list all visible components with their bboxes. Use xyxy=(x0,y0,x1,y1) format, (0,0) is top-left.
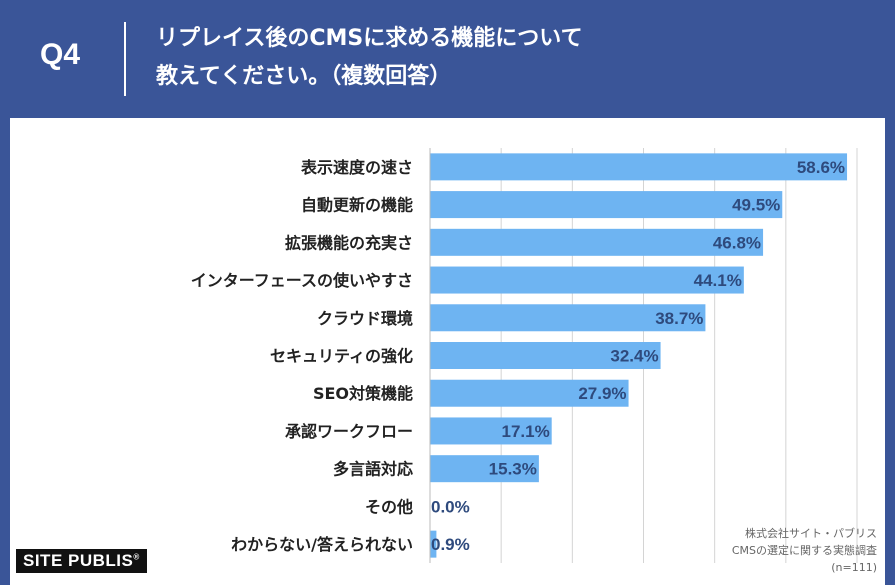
data-label: 15.3% xyxy=(489,460,537,479)
category-label: 多言語対応 xyxy=(333,460,413,479)
bar xyxy=(430,228,764,256)
data-label: 17.1% xyxy=(501,422,549,441)
category-label: その他 xyxy=(365,497,413,516)
data-label: 49.5% xyxy=(732,196,780,215)
bar xyxy=(430,530,437,558)
source-company: 株式会社サイト・パブリス xyxy=(745,527,877,540)
data-label: 32.4% xyxy=(610,347,658,366)
header-banner: Q4 リプレイス後のCMSに求める機能について 教えてください。（複数回答） xyxy=(0,0,895,118)
header-divider xyxy=(124,22,126,96)
bar xyxy=(430,153,848,181)
bar xyxy=(430,379,629,407)
category-label: 拡張機能の充実さ xyxy=(285,233,413,252)
bar xyxy=(430,455,539,483)
site-publis-logo: SITE PUBLIS® xyxy=(16,549,147,573)
category-label: 自動更新の機能 xyxy=(301,196,413,215)
data-label: 46.8% xyxy=(713,233,761,252)
question-title: リプレイス後のCMSに求める機能について 教えてください。（複数回答） xyxy=(156,20,856,96)
category-label: SEO対策機能 xyxy=(313,384,413,403)
source-survey: CMSの選定に関する実態調査 xyxy=(731,544,877,557)
category-label: 承認ワークフロー xyxy=(285,422,413,441)
bar xyxy=(430,266,744,294)
bar xyxy=(430,342,661,369)
category-label: 表示速度の速さ xyxy=(300,158,413,177)
bar xyxy=(430,191,783,219)
source-sample-size: (n=111) xyxy=(831,561,877,574)
bar xyxy=(430,304,706,332)
logo-registered-mark: ® xyxy=(133,552,140,562)
category-label: わからない/答えられない xyxy=(231,535,413,554)
data-label: 44.1% xyxy=(694,271,742,290)
data-label: 27.9% xyxy=(578,384,626,403)
data-label: 0.9% xyxy=(431,535,470,554)
data-label: 58.6% xyxy=(797,158,845,177)
question-title-line2: 教えてください。（複数回答） xyxy=(156,64,452,89)
data-label: 0.0% xyxy=(431,497,470,516)
source-note: 株式会社サイト・パブリス CMSの選定に関する実態調査 (n=111) xyxy=(732,525,877,576)
question-label: Q4 xyxy=(40,38,81,71)
category-label: クラウド環境 xyxy=(317,309,413,328)
logo-text: SITE PUBLIS xyxy=(23,551,134,570)
category-label: インターフェースの使いやすさ xyxy=(191,271,413,290)
question-title-line1: リプレイス後のCMSに求める機能について xyxy=(156,26,583,51)
category-label: セキュリティの強化 xyxy=(270,347,413,366)
bar xyxy=(430,417,552,445)
data-label: 38.7% xyxy=(655,309,703,328)
